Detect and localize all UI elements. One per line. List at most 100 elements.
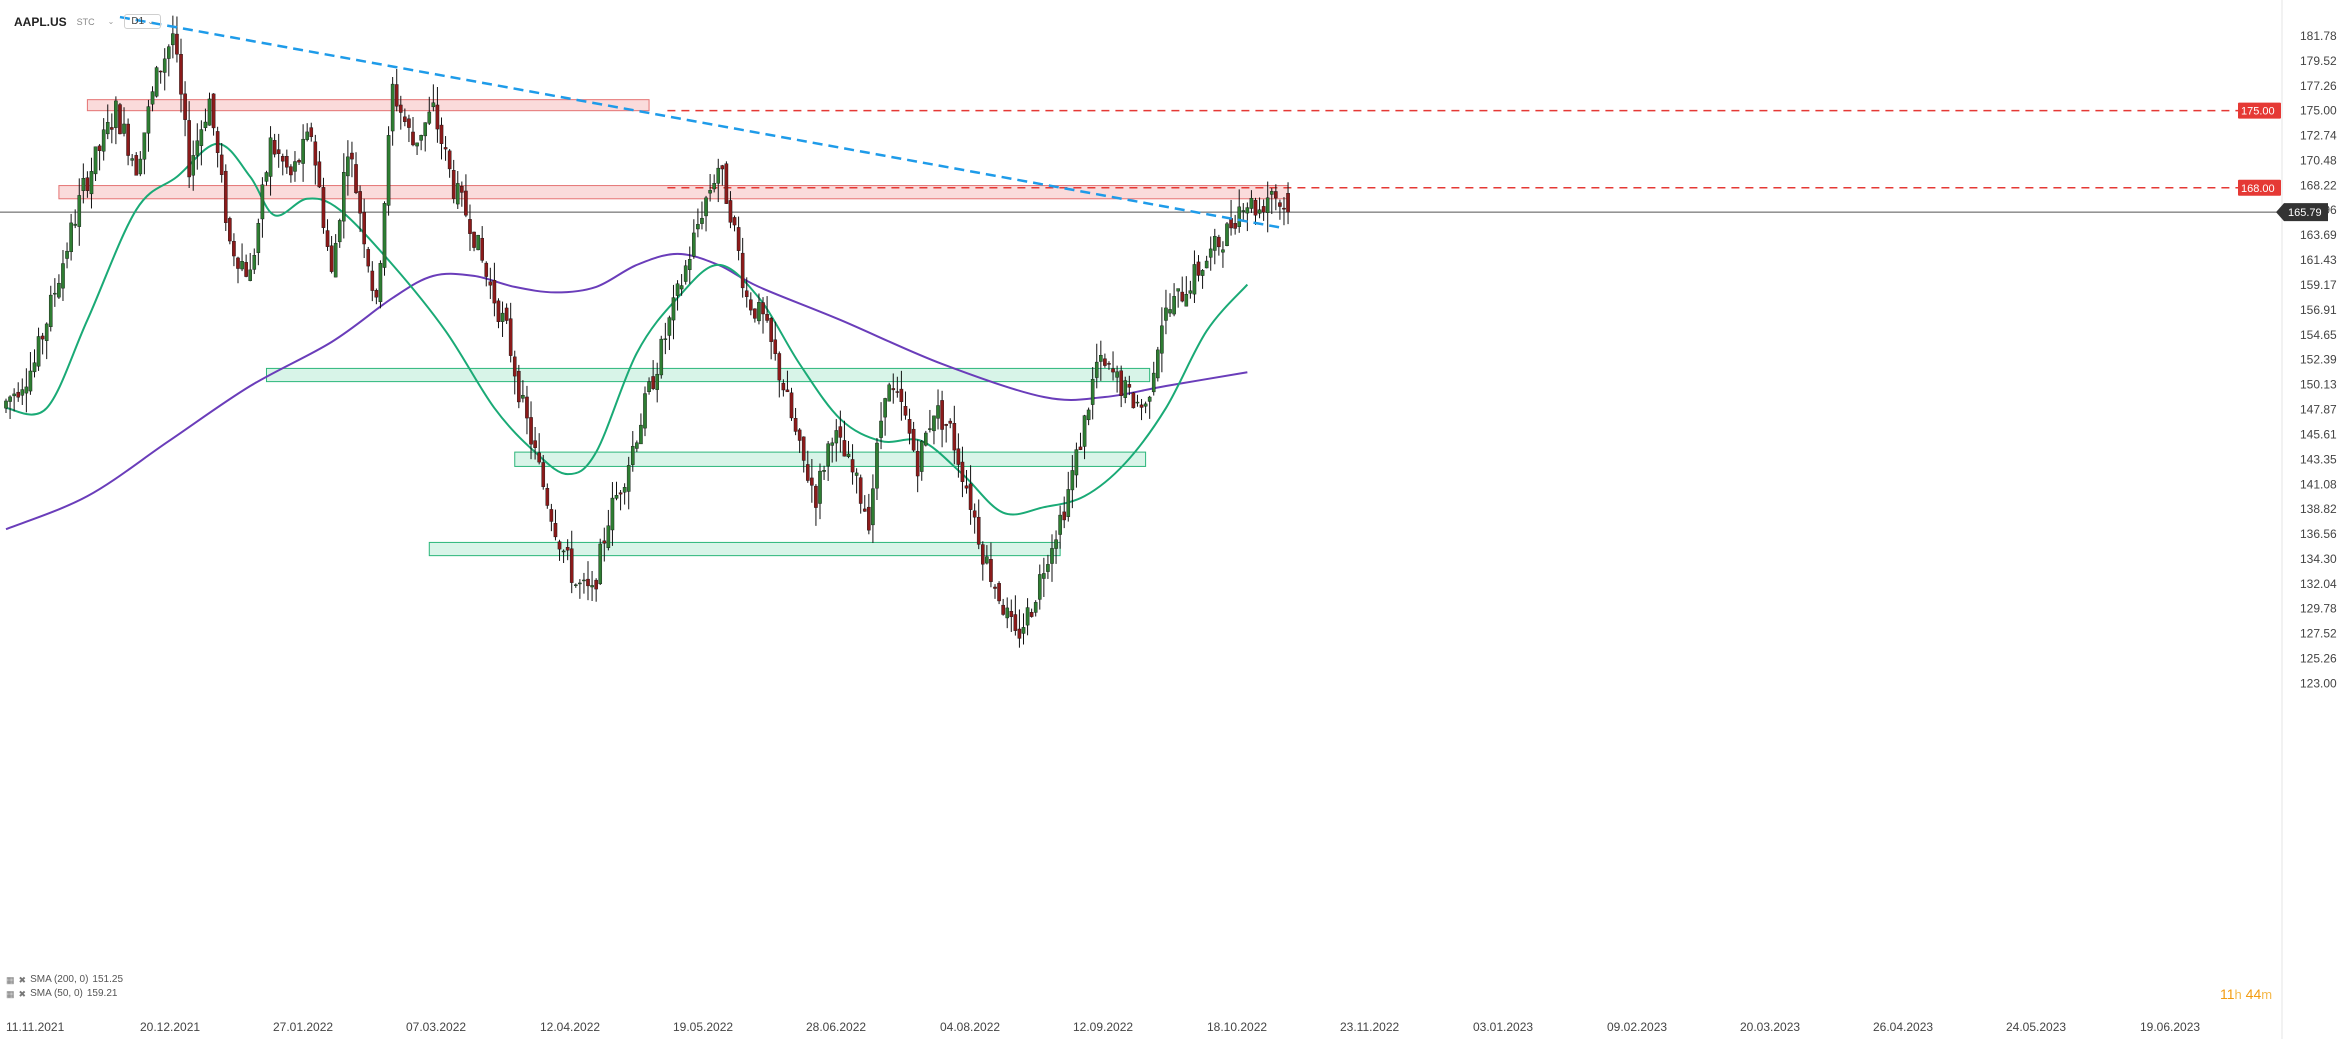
candle-down: [569, 548, 574, 583]
candle-up: [130, 158, 134, 161]
candle-down: [594, 579, 598, 590]
candle-down: [40, 335, 45, 340]
candle-down: [504, 307, 509, 321]
candle-up: [830, 442, 835, 446]
candle-down: [309, 127, 314, 138]
candle-down: [891, 388, 896, 391]
candle-up: [122, 123, 126, 134]
settings-icon[interactable]: ▦: [6, 989, 15, 999]
settings-icon[interactable]: ▦: [6, 975, 15, 985]
candle-up: [834, 430, 839, 444]
candle-down: [801, 436, 806, 461]
candle-up: [199, 129, 204, 146]
candle-up: [476, 234, 480, 251]
candle-down: [761, 302, 765, 315]
candle-down: [553, 523, 558, 538]
candle-up: [1265, 197, 1270, 213]
candle-up: [606, 525, 611, 548]
candle-up: [871, 488, 875, 526]
candle-up: [207, 98, 212, 126]
candle-up: [138, 158, 143, 175]
chevron-down-icon[interactable]: ⌄: [107, 17, 115, 26]
candle-up: [337, 220, 342, 243]
x-tick-label: 11.11.2021: [6, 1020, 65, 1034]
x-tick-label: 27.01.2022: [273, 1020, 333, 1034]
x-tick-label: 09.02.2023: [1607, 1020, 1667, 1034]
candle-up: [716, 167, 721, 184]
price-tag-layer: 175.00 168.00 165.79: [2238, 102, 2328, 222]
candle-down: [1107, 363, 1111, 365]
candle-down: [976, 516, 981, 545]
close-icon[interactable]: ✖: [18, 975, 27, 985]
candle-down: [724, 163, 729, 204]
candle-down: [1131, 392, 1136, 409]
legend-row-sma200[interactable]: ▦ ✖ SMA (200, 0) 151.25: [6, 973, 123, 987]
candle-down: [85, 177, 90, 191]
timeframe-selector[interactable]: D1 ⌄: [124, 14, 161, 29]
candle-up: [1115, 371, 1119, 378]
y-tick-label: 163.69: [2300, 228, 2337, 242]
candle-down: [175, 33, 179, 55]
candle-down: [232, 241, 236, 257]
candle-down: [981, 544, 985, 565]
candle-down: [899, 388, 904, 402]
candle-down: [549, 509, 554, 522]
candle-down: [321, 187, 326, 228]
candle-down: [972, 510, 977, 518]
legend-row-sma50[interactable]: ▦ ✖ SMA (50, 0) 159.21: [6, 987, 123, 1001]
candle-down: [1282, 207, 1286, 210]
candle-up: [166, 46, 171, 59]
candle-up: [252, 255, 257, 270]
candle-up: [1046, 564, 1050, 572]
candle-up: [582, 579, 586, 582]
candle-up: [114, 100, 118, 128]
x-tick-label: 12.09.2022: [1073, 1020, 1133, 1034]
candle-down: [586, 578, 590, 587]
candle-down: [1029, 612, 1034, 617]
candle-up: [1066, 489, 1071, 517]
candle-up: [36, 336, 41, 367]
symbol-label[interactable]: AAPL.US: [14, 14, 67, 29]
candle-up: [346, 156, 350, 177]
candle-up: [700, 217, 704, 224]
time-axis: 11.11.2021 20.12.2021 27.01.2022 07.03.2022…: [6, 1020, 2200, 1034]
candle-up: [696, 224, 700, 230]
y-tick-label: 175.00: [2300, 104, 2337, 118]
candle-down: [753, 308, 757, 319]
candle-up: [1147, 396, 1152, 402]
candle-up: [89, 171, 94, 195]
candle-down: [1180, 291, 1185, 302]
trendline-layer: [119, 15, 1281, 229]
exchange-label: STC: [76, 16, 95, 27]
y-tick-label: 127.52: [2300, 627, 2337, 641]
candle-up: [1245, 207, 1250, 214]
countdown-hours: 11: [2220, 986, 2235, 1002]
y-tick-label: 147.87: [2300, 402, 2337, 416]
close-icon[interactable]: ✖: [18, 989, 27, 999]
candle-up: [561, 550, 566, 553]
candle-down: [728, 200, 733, 223]
candle-up: [191, 155, 196, 176]
timeframe-label: D1: [131, 16, 145, 27]
candle-down: [867, 506, 871, 531]
candle-up: [1094, 361, 1099, 378]
candle-down: [329, 245, 334, 272]
candle-up: [757, 302, 761, 322]
candle-down: [1261, 206, 1266, 213]
candle-up: [77, 195, 82, 227]
candle-up: [419, 135, 423, 141]
candle-up: [704, 197, 708, 217]
y-tick-label: 156.91: [2300, 303, 2337, 317]
candle-down: [940, 400, 944, 430]
candle-down: [285, 155, 289, 168]
current-price-tag: 165.79: [2276, 203, 2328, 222]
x-tick-label: 18.10.2022: [1207, 1020, 1267, 1034]
y-tick-label: 152.39: [2300, 353, 2337, 367]
candle-up: [1241, 210, 1246, 212]
candle-up: [154, 67, 159, 97]
candle-down: [118, 104, 122, 135]
candle-down: [508, 318, 513, 356]
candle-up: [293, 161, 297, 172]
candle-down: [744, 290, 749, 297]
